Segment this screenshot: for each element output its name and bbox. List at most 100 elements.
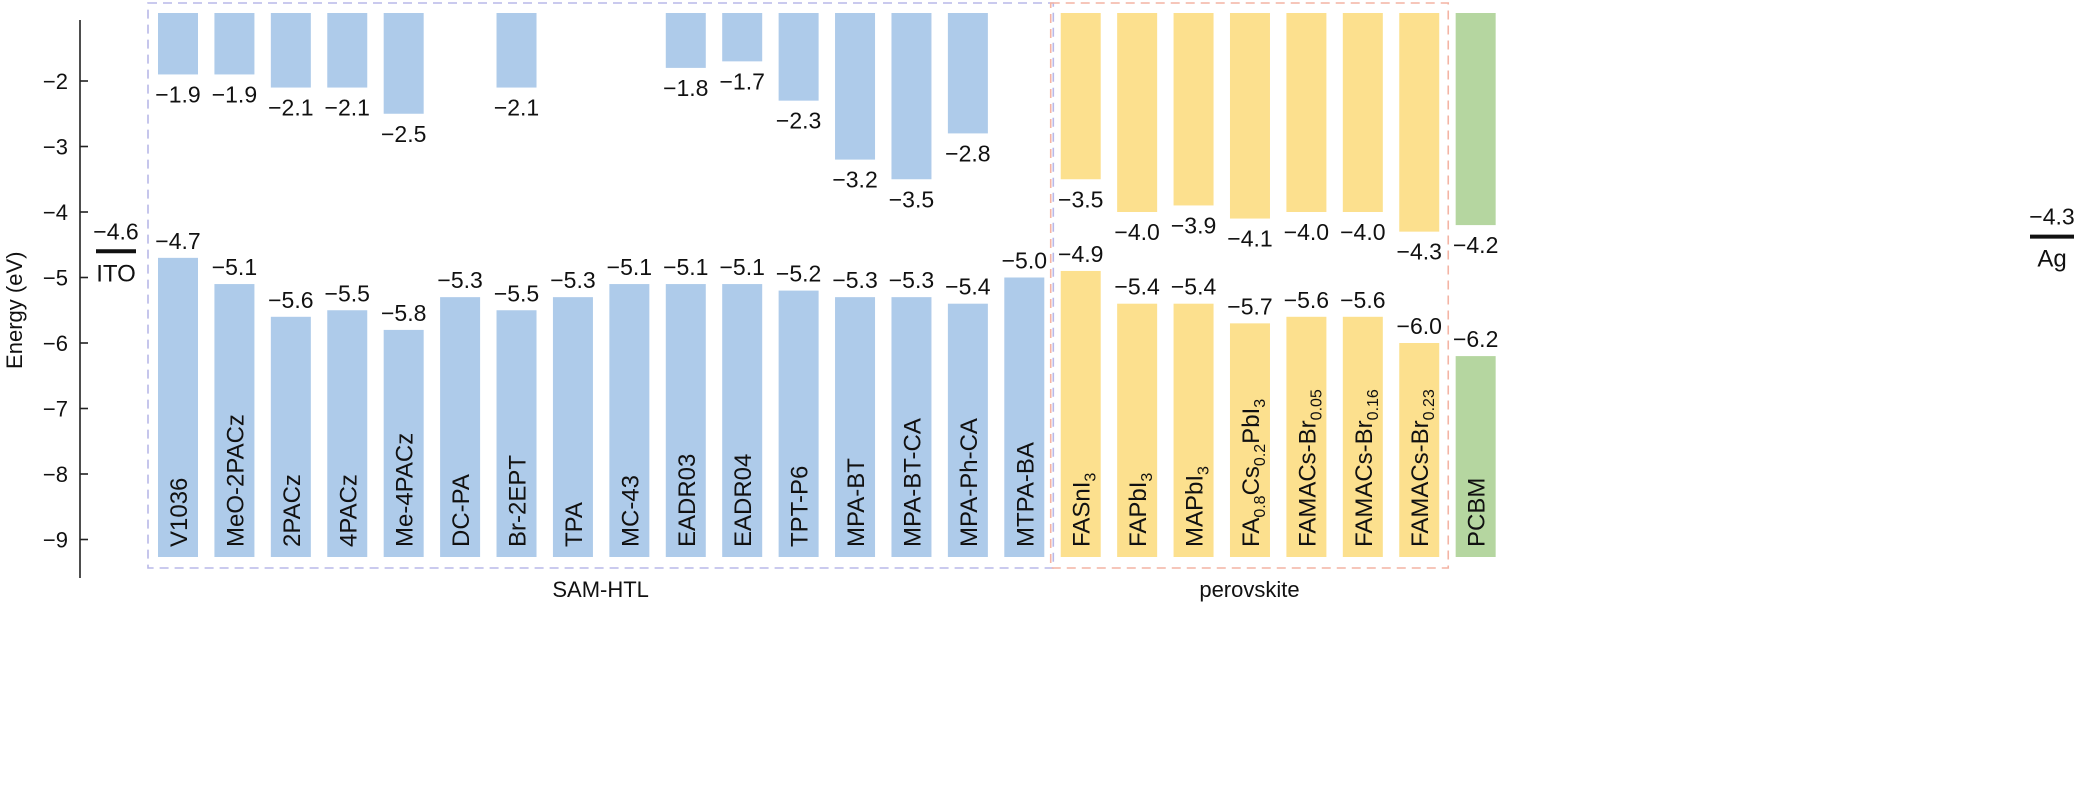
homo-label: −5.1 bbox=[663, 254, 708, 280]
lumo-bar bbox=[270, 13, 311, 88]
perovskite-group-label: perovskite bbox=[1199, 577, 1299, 602]
material-eadr03: −1.8 −5.1 EADR03 bbox=[663, 13, 708, 557]
material-mpa-bt: −3.2 −5.3 MPA-BT bbox=[832, 13, 878, 557]
lumo-bar bbox=[1173, 13, 1214, 206]
ito-label: ITO bbox=[96, 260, 136, 287]
homo-bar bbox=[835, 297, 876, 557]
material-name: Br-2EPT bbox=[505, 455, 532, 547]
y-tick-label: −8 bbox=[43, 462, 68, 487]
material-mapbi3: −3.9 −5.4 MAPbI3 bbox=[1171, 13, 1216, 557]
lumo-label: −4.0 bbox=[1284, 219, 1329, 245]
lumo-label: −2.1 bbox=[494, 95, 539, 121]
homo-bar bbox=[270, 316, 311, 557]
material-name: FAMACs-Br0.23 bbox=[1407, 389, 1438, 547]
material-name: DC-PA bbox=[448, 474, 475, 547]
homo-label: −4.7 bbox=[155, 228, 200, 254]
homo-label: −5.1 bbox=[607, 254, 652, 280]
homo-bar bbox=[1286, 316, 1327, 557]
homo-label: −5.3 bbox=[832, 267, 877, 293]
homo-bar bbox=[1229, 323, 1270, 557]
material-name: EADR04 bbox=[730, 454, 757, 547]
lumo-label: −2.8 bbox=[945, 140, 990, 166]
y-axis-title: Energy (eV) bbox=[2, 252, 27, 369]
lumo-label: −3.9 bbox=[1171, 212, 1216, 238]
homo-bar bbox=[158, 257, 198, 557]
homo-bar bbox=[1173, 303, 1214, 557]
homo-label: −5.6 bbox=[1284, 287, 1329, 313]
homo-bar bbox=[1455, 356, 1496, 557]
homo-label: −5.5 bbox=[325, 280, 370, 306]
lumo-bar bbox=[1117, 13, 1158, 212]
lumo-label: −4.0 bbox=[1114, 219, 1159, 245]
homo-bar bbox=[440, 297, 481, 557]
homo-bar bbox=[891, 297, 932, 557]
lumo-bar bbox=[891, 13, 932, 180]
lumo-bar bbox=[1286, 13, 1327, 212]
material-mpa-ph-ca: −2.8 −5.4 MPA-Ph-CA bbox=[945, 13, 991, 557]
homo-bar bbox=[778, 290, 819, 557]
ag-label: Ag bbox=[2037, 246, 2066, 273]
homo-bar bbox=[496, 310, 537, 557]
lumo-bar bbox=[947, 13, 988, 134]
lumo-label: −2.3 bbox=[776, 108, 821, 134]
material-name: EADR03 bbox=[674, 454, 701, 547]
y-tick-label: −4 bbox=[43, 200, 68, 225]
material-name: FASnI3 bbox=[1069, 473, 1100, 547]
material-eadr04: −1.7 −5.1 EADR04 bbox=[719, 13, 765, 557]
lumo-label: −3.2 bbox=[832, 167, 877, 193]
homo-label: −5.7 bbox=[1227, 293, 1272, 319]
material-fapbi3: −4.0 −5.4 FAPbI3 bbox=[1114, 13, 1160, 557]
material-pcbm: −4.2 −6.2 PCBM bbox=[1453, 13, 1498, 557]
homo-bar bbox=[214, 284, 255, 557]
homo-label: −5.4 bbox=[1114, 274, 1160, 300]
material-name: Me-4PACz bbox=[392, 433, 419, 547]
material-name: MPA-BT-CA bbox=[899, 418, 926, 547]
homo-label: −5.6 bbox=[268, 287, 313, 313]
lumo-bar bbox=[1229, 13, 1270, 219]
perovskite-group-box bbox=[1049, 2, 1450, 569]
homo-label: −5.6 bbox=[1340, 287, 1385, 313]
lumo-bar bbox=[1342, 13, 1383, 212]
homo-bar bbox=[1342, 316, 1383, 557]
material-name: TPT-P6 bbox=[787, 466, 814, 547]
homo-label: −6.0 bbox=[1397, 313, 1442, 339]
material-name: MTPA-BA bbox=[1012, 442, 1039, 547]
lumo-bar bbox=[1399, 13, 1440, 232]
lumo-label: −4.2 bbox=[1453, 232, 1498, 258]
y-tick-label: −2 bbox=[43, 69, 68, 94]
material-br-2ept: −2.1 −5.5 Br-2EPT bbox=[494, 13, 539, 557]
lumo-label: −2.1 bbox=[325, 95, 370, 121]
sam-htl-group-box bbox=[147, 2, 1055, 569]
material-name: MC-43 bbox=[617, 475, 644, 547]
y-tick-label: −3 bbox=[43, 135, 68, 160]
material-name: MAPbI3 bbox=[1182, 466, 1213, 547]
lumo-label: −3.5 bbox=[1058, 186, 1103, 212]
lumo-label: −2.5 bbox=[381, 121, 426, 147]
material-name: PCBM bbox=[1464, 478, 1491, 547]
lumo-bar bbox=[665, 13, 706, 68]
homo-bar bbox=[1399, 343, 1440, 557]
lumo-bar bbox=[1060, 13, 1101, 180]
material-famacs-br0-16: −4.0 −5.6 FAMACs-Br0.16 bbox=[1340, 13, 1386, 557]
material-name: FAMACs-Br0.16 bbox=[1351, 389, 1382, 547]
lumo-label: −1.9 bbox=[212, 81, 257, 107]
material-mc-43: −5.1 MC-43 bbox=[607, 254, 652, 557]
lumo-bar bbox=[158, 13, 198, 75]
y-tick-label: −7 bbox=[43, 397, 68, 422]
ito-value: −4.6 bbox=[93, 218, 138, 244]
y-tick-label: −6 bbox=[43, 331, 68, 356]
material-fa0-8cs0-2pbi3: −4.1 −5.7 FA0.8Cs0.2PbI3 bbox=[1227, 13, 1273, 557]
homo-label: −5.5 bbox=[494, 280, 539, 306]
lumo-bar bbox=[383, 13, 424, 114]
homo-label: −5.1 bbox=[719, 254, 764, 280]
material-tpt-p6: −2.3 −5.2 TPT-P6 bbox=[776, 13, 821, 557]
homo-bar bbox=[1060, 270, 1101, 557]
material-dc-pa: −5.3 DC-PA bbox=[437, 267, 483, 557]
lumo-label: −3.5 bbox=[889, 186, 934, 212]
lumo-label: −4.1 bbox=[1227, 226, 1272, 252]
homo-label: −5.8 bbox=[381, 300, 426, 326]
material-name: V1036 bbox=[166, 478, 193, 547]
homo-bar bbox=[383, 329, 424, 557]
material-2pacz: −2.1 −5.6 2PACz bbox=[268, 13, 314, 557]
